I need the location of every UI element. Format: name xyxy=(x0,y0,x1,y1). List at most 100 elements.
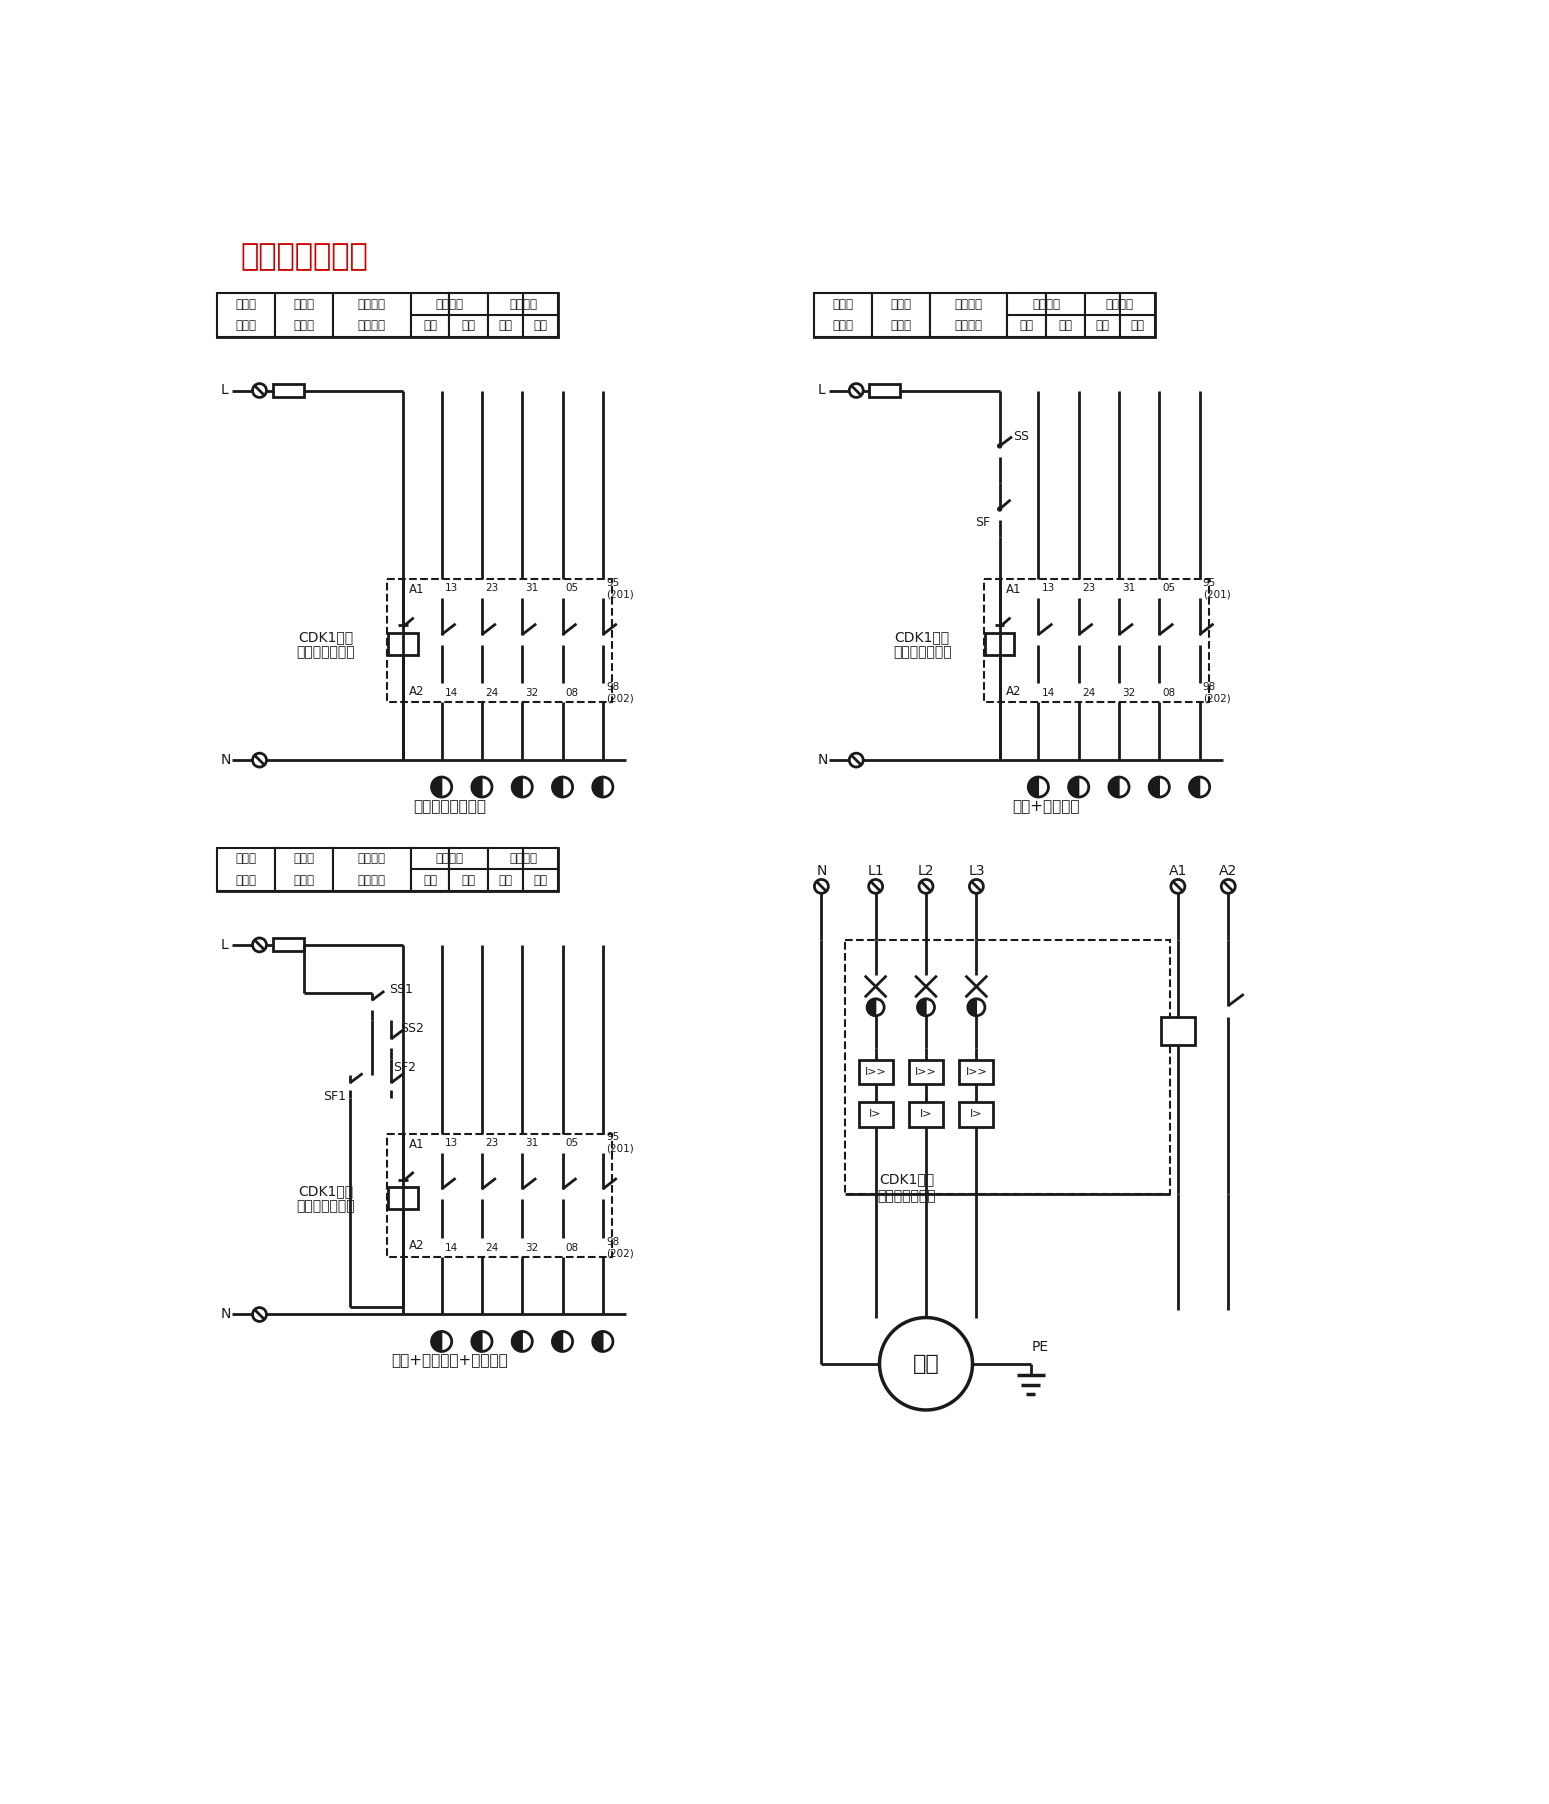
Text: 32: 32 xyxy=(1121,687,1135,698)
Bar xyxy=(959,1059,993,1084)
Bar xyxy=(217,294,276,337)
Circle shape xyxy=(998,507,1002,511)
Bar xyxy=(333,848,410,891)
Circle shape xyxy=(880,1317,973,1411)
Polygon shape xyxy=(593,1331,603,1351)
Bar xyxy=(1007,294,1046,337)
Text: 过载: 过载 xyxy=(533,319,547,332)
Bar xyxy=(449,848,488,891)
Text: 路保护: 路保护 xyxy=(294,873,314,888)
Text: 控制电: 控制电 xyxy=(294,851,314,866)
Polygon shape xyxy=(472,778,482,797)
Circle shape xyxy=(593,778,613,797)
Circle shape xyxy=(1190,778,1210,797)
Text: L: L xyxy=(818,384,826,397)
Text: 控制电路: 控制电路 xyxy=(358,851,386,866)
Bar xyxy=(217,848,558,891)
Text: 24: 24 xyxy=(1081,687,1095,698)
Text: 路电源: 路电源 xyxy=(832,319,853,332)
Circle shape xyxy=(919,879,932,893)
Text: SF: SF xyxy=(976,516,990,529)
Polygon shape xyxy=(1069,778,1078,797)
Polygon shape xyxy=(968,999,976,1016)
Bar xyxy=(389,633,418,655)
Text: 95
(201): 95 (201) xyxy=(606,577,634,599)
Text: 与保护开关电器: 与保护开关电器 xyxy=(296,646,355,658)
Text: N: N xyxy=(222,1308,231,1322)
Bar xyxy=(276,294,333,337)
Circle shape xyxy=(252,752,266,767)
Text: 路保护: 路保护 xyxy=(891,319,911,332)
Circle shape xyxy=(998,444,1002,447)
Text: L3: L3 xyxy=(968,864,985,879)
Bar xyxy=(1160,1017,1194,1045)
Text: 13: 13 xyxy=(445,583,459,594)
Bar xyxy=(488,294,524,337)
Text: I>>: I>> xyxy=(864,1066,886,1077)
Text: L2: L2 xyxy=(917,864,934,879)
Circle shape xyxy=(472,1331,493,1351)
Text: 与保护开关电器: 与保护开关电器 xyxy=(296,1200,355,1214)
Text: 95
(201): 95 (201) xyxy=(606,1131,634,1153)
Text: A1: A1 xyxy=(409,1138,424,1151)
Text: 23: 23 xyxy=(485,583,499,594)
Text: 控制电: 控制电 xyxy=(235,298,257,310)
Text: 运行: 运行 xyxy=(423,319,437,332)
Polygon shape xyxy=(917,999,926,1016)
Text: A1: A1 xyxy=(409,583,424,597)
Circle shape xyxy=(1171,879,1185,893)
Text: 08: 08 xyxy=(565,687,579,698)
Circle shape xyxy=(1109,778,1129,797)
Text: 线圈控制: 线圈控制 xyxy=(954,319,982,332)
Circle shape xyxy=(593,1331,613,1351)
Text: I>: I> xyxy=(970,1109,982,1118)
Circle shape xyxy=(917,999,934,1016)
Polygon shape xyxy=(1109,778,1118,797)
Text: I>: I> xyxy=(869,1109,881,1118)
Circle shape xyxy=(867,999,884,1016)
Text: 24: 24 xyxy=(485,1243,499,1252)
Text: 线圈控制: 线圈控制 xyxy=(358,319,386,332)
Text: 与保护开关电器: 与保护开关电器 xyxy=(892,646,951,658)
Text: 控制电: 控制电 xyxy=(294,298,314,310)
Text: CDK1控制: CDK1控制 xyxy=(880,1173,934,1185)
Polygon shape xyxy=(1149,778,1159,797)
Circle shape xyxy=(252,1308,266,1321)
Bar xyxy=(844,940,1169,1194)
Circle shape xyxy=(815,879,829,893)
Bar xyxy=(410,848,449,891)
Text: 与保护开关电器: 与保护开关电器 xyxy=(877,1189,936,1203)
Text: L1: L1 xyxy=(867,864,884,879)
Circle shape xyxy=(252,384,266,397)
Text: CDK1控制: CDK1控制 xyxy=(297,1183,353,1198)
Circle shape xyxy=(252,938,266,953)
Text: 32: 32 xyxy=(525,687,539,698)
Circle shape xyxy=(849,752,863,767)
Text: 路电源: 路电源 xyxy=(235,873,257,888)
Text: 故障信号: 故障信号 xyxy=(1106,298,1134,310)
Text: 14: 14 xyxy=(1041,687,1055,698)
Circle shape xyxy=(849,384,863,397)
Bar xyxy=(909,1059,943,1084)
Bar xyxy=(984,579,1208,702)
Text: SF2: SF2 xyxy=(393,1061,415,1073)
Text: 运行: 运行 xyxy=(1019,319,1033,332)
Bar xyxy=(273,938,304,951)
Polygon shape xyxy=(432,778,441,797)
Circle shape xyxy=(1029,778,1049,797)
Text: 05: 05 xyxy=(565,1138,579,1147)
Text: 故障信号: 故障信号 xyxy=(510,298,538,310)
Bar xyxy=(813,294,1154,337)
Bar xyxy=(959,1102,993,1128)
Circle shape xyxy=(1221,879,1235,893)
Text: I>>: I>> xyxy=(915,1066,937,1077)
Text: 32: 32 xyxy=(525,1243,539,1252)
Text: L: L xyxy=(222,938,229,953)
Bar xyxy=(985,633,1015,655)
Text: A2: A2 xyxy=(1005,686,1021,698)
Text: 31: 31 xyxy=(1121,583,1135,594)
Bar xyxy=(1120,294,1154,337)
Bar xyxy=(217,294,558,337)
Bar xyxy=(858,1102,892,1128)
Text: 过载: 过载 xyxy=(1131,319,1145,332)
